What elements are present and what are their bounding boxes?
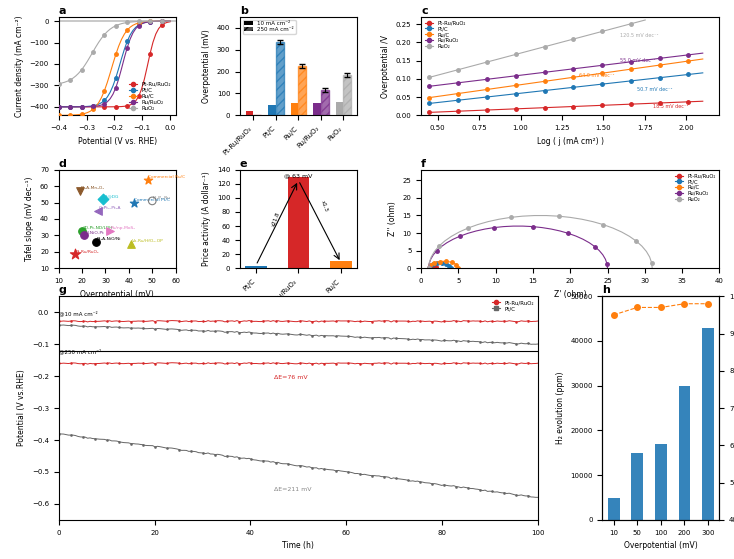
Text: 120.5 mV dec⁻¹: 120.5 mV dec⁻¹ <box>620 32 658 37</box>
Point <box>79 231 90 240</box>
Point <box>104 226 116 235</box>
Bar <box>330 261 352 268</box>
Text: Vo-Ru/HfO₂-OP: Vo-Ru/HfO₂-OP <box>132 239 164 243</box>
Y-axis label: H₂ evolution (ppm): H₂ evolution (ppm) <box>556 372 564 444</box>
Legend: Pt-Ru/RuO₂, Pt/C, Ru/C, Ru/RuO₂, RuO₂: Pt-Ru/RuO₂, Pt/C, Ru/C, Ru/RuO₂, RuO₂ <box>674 172 716 202</box>
Text: Pt₄A-Mn₃O₄: Pt₄A-Mn₃O₄ <box>81 186 104 190</box>
Text: d: d <box>59 159 67 169</box>
Text: ΔE=76 mV: ΔE=76 mV <box>275 375 308 380</box>
Y-axis label: Tafel slope (mV dec⁻¹): Tafel slope (mV dec⁻¹) <box>26 177 34 261</box>
Text: x1.3: x1.3 <box>320 200 329 213</box>
Text: 64.0 mV dec⁻¹: 64.0 mV dec⁻¹ <box>578 73 614 78</box>
X-axis label: Z' (ohm): Z' (ohm) <box>554 290 586 299</box>
Text: 2D-Pt-ND/LDH: 2D-Pt-ND/LDH <box>83 226 113 230</box>
Point <box>69 250 81 259</box>
X-axis label: Potential (V vs. RHE): Potential (V vs. RHE) <box>78 137 157 146</box>
Text: c: c <box>421 6 428 16</box>
Point <box>90 238 102 247</box>
Text: 55.0 mV dec⁻¹: 55.0 mV dec⁻¹ <box>620 58 655 63</box>
Bar <box>313 103 321 115</box>
Text: Commercial Ru/C: Commercial Ru/C <box>148 175 186 179</box>
Text: CoPt₂-Pt₄A: CoPt₂-Pt₄A <box>99 206 122 210</box>
Text: D-NiO-Pt: D-NiO-Pt <box>85 231 104 235</box>
Bar <box>678 386 691 520</box>
Bar <box>299 66 306 115</box>
Text: b: b <box>240 6 248 16</box>
Point <box>98 195 109 203</box>
Legend: 10 mA cm⁻², 250 mA cm⁻²: 10 mA cm⁻², 250 mA cm⁻² <box>243 20 296 34</box>
Bar <box>291 103 299 115</box>
Bar <box>335 102 344 115</box>
Text: x21.8: x21.8 <box>271 211 281 227</box>
Text: Ni₃P₂-Ru: Ni₃P₂-Ru <box>153 196 171 200</box>
Text: 50.7 mV dec⁻¹: 50.7 mV dec⁻¹ <box>636 87 672 92</box>
Bar <box>702 328 714 520</box>
Point <box>128 198 139 207</box>
Text: h: h <box>603 286 610 296</box>
Text: Pt₄A-NiO/Ni: Pt₄A-NiO/Ni <box>97 237 121 241</box>
X-axis label: Log ( j (mA cm²) ): Log ( j (mA cm²) ) <box>537 137 604 146</box>
Y-axis label: Overpotential (mV): Overpotential (mV) <box>202 29 211 103</box>
Point <box>146 196 158 205</box>
Text: @250 mA cm⁻²: @250 mA cm⁻² <box>59 349 101 355</box>
Text: Pt-Ru/RuO₂: Pt-Ru/RuO₂ <box>76 249 99 254</box>
Bar <box>245 266 266 268</box>
Point <box>74 187 86 196</box>
Legend: Pt-Ru/RuO₂, Pt/C, Ru/C, Ru/RuO₂, RuO₂: Pt-Ru/RuO₂, Pt/C, Ru/C, Ru/RuO₂, RuO₂ <box>424 20 466 50</box>
Text: ΔE=211 mV: ΔE=211 mV <box>275 487 312 492</box>
Text: Pt@DG: Pt@DG <box>103 195 119 198</box>
Bar <box>344 75 352 115</box>
Bar <box>655 444 666 520</box>
Y-axis label: Potential (V vs.RHE): Potential (V vs.RHE) <box>18 369 26 447</box>
Bar <box>608 498 619 520</box>
Text: e: e <box>240 159 247 169</box>
Text: @ 63 mV: @ 63 mV <box>284 173 313 178</box>
Text: g: g <box>59 286 67 296</box>
Bar <box>246 111 253 115</box>
Text: f: f <box>421 159 426 169</box>
Point <box>76 226 88 235</box>
X-axis label: Overpotential (mV): Overpotential (mV) <box>80 290 154 299</box>
Point <box>142 175 153 184</box>
Bar <box>276 42 284 115</box>
Y-axis label: Z'' (ohm): Z'' (ohm) <box>388 202 397 236</box>
Point <box>92 206 104 215</box>
Point <box>126 239 137 248</box>
Y-axis label: Overpotential /V: Overpotential /V <box>381 35 390 98</box>
Legend: Pt-Ru/RuO₂, Pt/C, Ru/C, Ru/RuO₂, RuO₂: Pt-Ru/RuO₂, Pt/C, Ru/C, Ru/RuO₂, RuO₂ <box>127 80 173 113</box>
Legend: Pt-Ru/RuO₂, Pt/C: Pt-Ru/RuO₂, Pt/C <box>491 299 535 312</box>
Text: Commercial Pt/C: Commercial Pt/C <box>134 198 170 202</box>
Text: a: a <box>59 6 66 16</box>
Text: @10 mA cm⁻²: @10 mA cm⁻² <box>59 311 98 316</box>
Y-axis label: Current density (mA cm⁻²): Current density (mA cm⁻²) <box>15 15 24 117</box>
Bar <box>631 453 643 520</box>
Text: Ru/np-MoS₂: Ru/np-MoS₂ <box>111 226 136 230</box>
Bar <box>268 105 276 115</box>
Bar <box>288 177 309 268</box>
Y-axis label: Price activity (A dollar⁻¹): Price activity (A dollar⁻¹) <box>202 172 211 267</box>
Text: 18.5 mV dec⁻¹: 18.5 mV dec⁻¹ <box>653 104 688 109</box>
X-axis label: Time (h): Time (h) <box>283 541 314 550</box>
X-axis label: Overpotential (mV): Overpotential (mV) <box>624 541 698 550</box>
Bar <box>321 90 329 115</box>
